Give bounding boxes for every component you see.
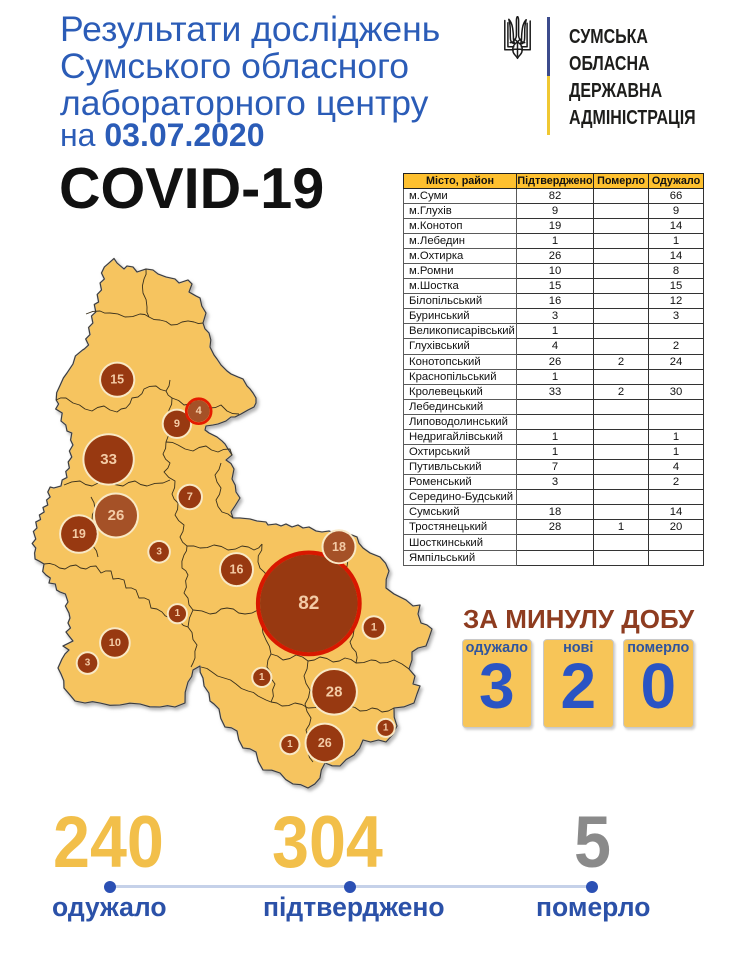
svg-text:1: 1: [259, 672, 265, 683]
svg-text:1: 1: [175, 608, 181, 619]
svg-text:33: 33: [100, 451, 117, 468]
svg-text:4: 4: [196, 405, 203, 417]
svg-text:3: 3: [156, 546, 162, 557]
svg-text:1: 1: [371, 622, 377, 634]
svg-text:16: 16: [230, 563, 244, 577]
svg-text:82: 82: [298, 593, 319, 614]
svg-text:19: 19: [72, 527, 86, 541]
svg-text:1: 1: [287, 739, 293, 750]
svg-text:3: 3: [85, 658, 91, 669]
svg-text:7: 7: [187, 491, 193, 503]
svg-text:26: 26: [108, 507, 125, 524]
svg-text:9: 9: [174, 418, 180, 430]
svg-text:15: 15: [110, 373, 124, 387]
svg-text:28: 28: [326, 683, 343, 700]
svg-text:10: 10: [109, 637, 121, 649]
svg-text:18: 18: [332, 540, 346, 554]
svg-text:1: 1: [383, 722, 389, 733]
svg-text:26: 26: [318, 736, 332, 750]
